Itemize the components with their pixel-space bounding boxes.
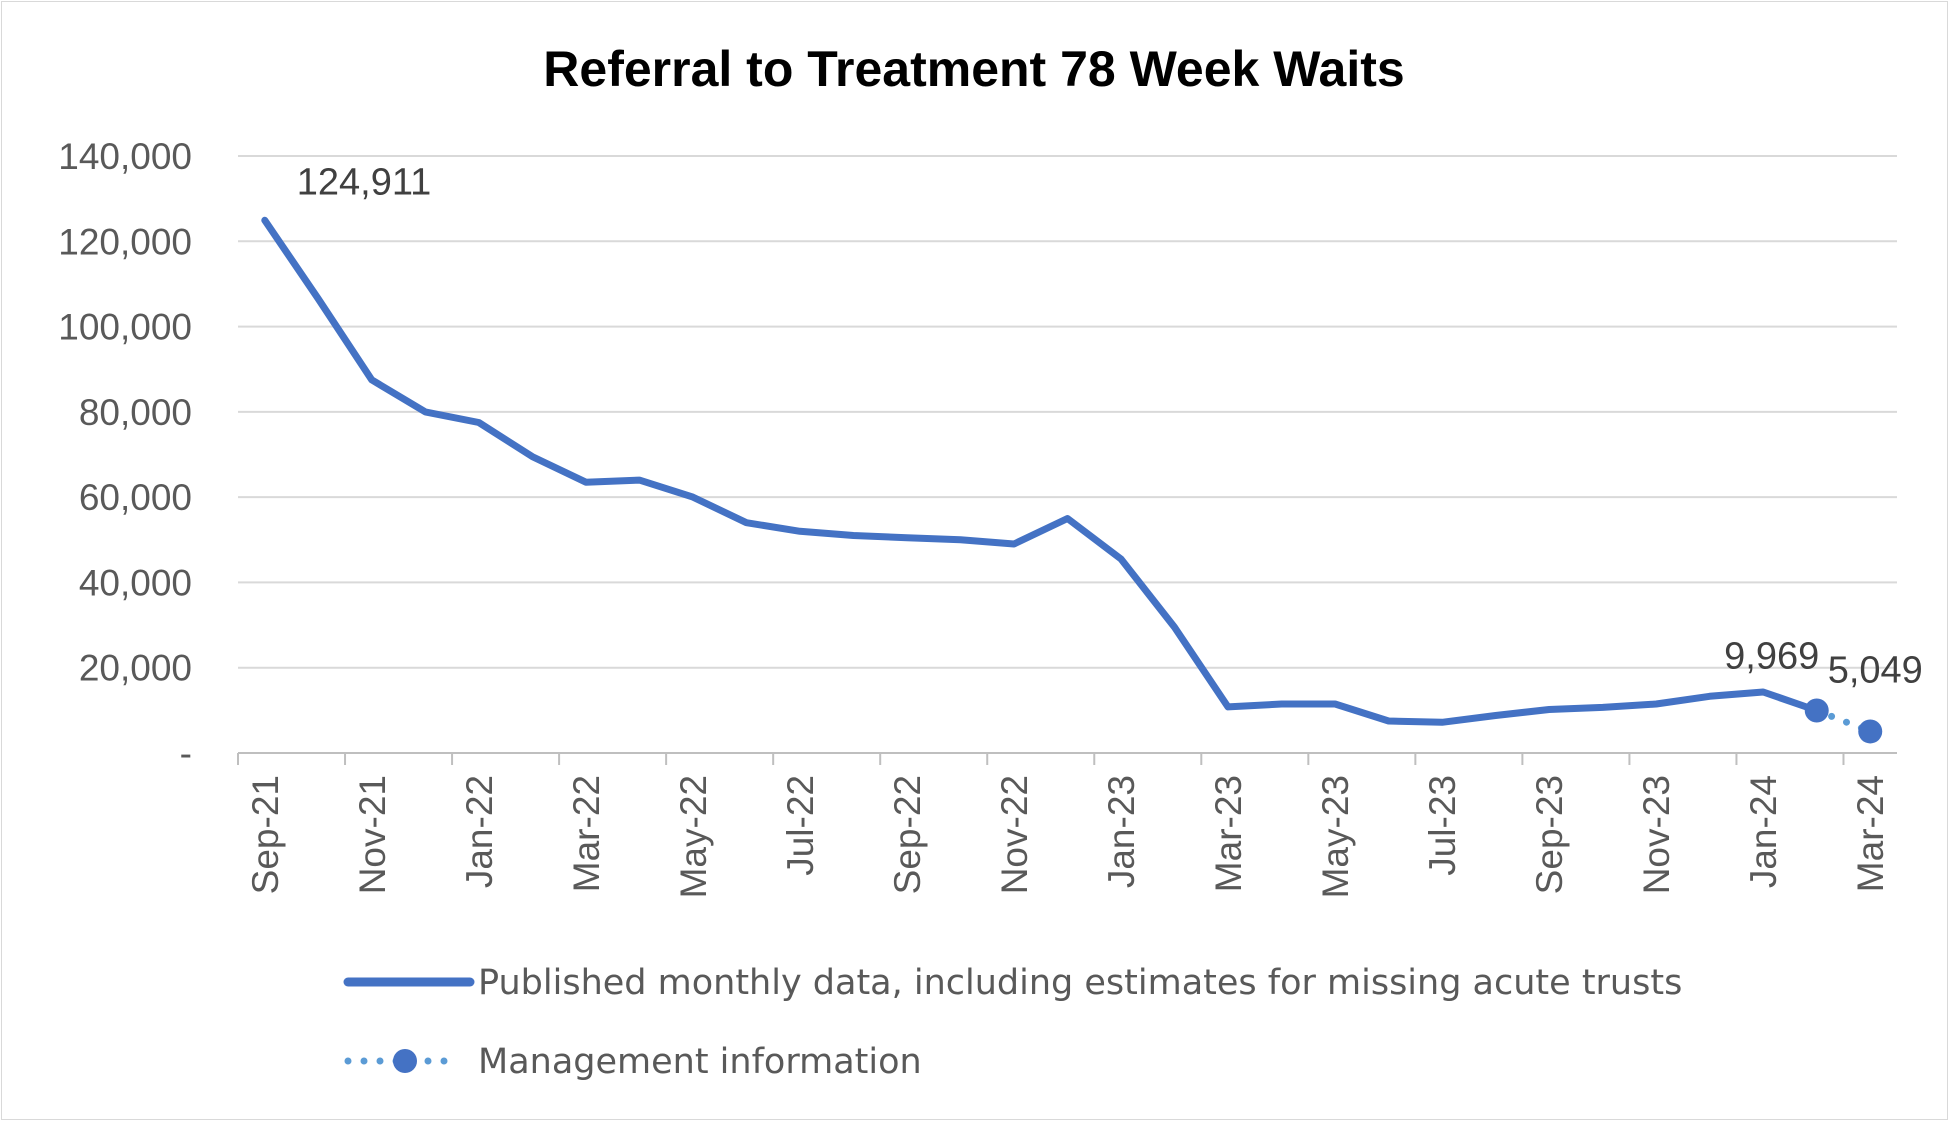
data-label-feb-24: 9,969	[1724, 635, 1819, 677]
y-tick-label: 140,000	[58, 136, 192, 177]
x-tick-label-sep-23: Sep-23	[1529, 775, 1570, 894]
x-tick-label-sep-22: Sep-22	[887, 775, 928, 894]
x-tick-label-sep-21: Sep-21	[245, 775, 286, 894]
y-axis-ticks: - 20,000 40,000 60,000 80,000 100,000 120,000 1…	[58, 136, 192, 774]
x-tick-label-nov-22: Nov-22	[994, 775, 1035, 894]
legend-marker-management	[393, 1049, 417, 1073]
legend-label-published: Published monthly data, including estima…	[478, 963, 1682, 1003]
chart-title: Referral to Treatment 78 Week Waits	[543, 41, 1404, 97]
x-tick-label-nov-23: Nov-23	[1636, 775, 1677, 894]
data-labels: 124,911 9,969 5,049	[297, 161, 1923, 691]
x-tick-label-may-22: May-22	[673, 775, 714, 898]
x-tick-label-jan-23: Jan-23	[1101, 775, 1142, 888]
x-tick-label-mar-23: Mar-23	[1208, 775, 1249, 892]
series-line-published-monthly	[261, 216, 1821, 726]
x-tick-label-jan-24: Jan-24	[1743, 775, 1784, 888]
gridlines	[238, 155, 1897, 669]
x-tick-label-jul-22: Jul-22	[780, 775, 821, 876]
series	[261, 216, 1883, 744]
data-point-feb-24	[1804, 698, 1829, 723]
data-label-sep-21: 124,911	[297, 161, 432, 203]
y-tick-label: 80,000	[79, 392, 192, 433]
y-tick-label: 20,000	[79, 648, 192, 689]
x-axis	[237, 752, 1897, 765]
x-tick-label-may-23: May-23	[1315, 775, 1356, 898]
data-label-mar-24: 5,049	[1828, 649, 1923, 691]
y-tick-label: 60,000	[79, 477, 192, 518]
legend-label-management: Management information	[478, 1042, 922, 1082]
x-tick-label-mar-22: Mar-22	[566, 775, 607, 892]
x-tick-label-jan-22: Jan-22	[459, 775, 500, 888]
y-tick-label: 40,000	[79, 562, 192, 603]
x-tick-label-nov-21: Nov-21	[352, 775, 393, 894]
x-axis-ticks: Sep-21 Nov-21 Jan-22 Mar-22 May-22 Jul-22 Sep-…	[245, 775, 1891, 898]
y-tick-label: 120,000	[58, 221, 192, 262]
data-point-mar-24	[1858, 719, 1883, 744]
legend: Published monthly data, including estima…	[343, 963, 1682, 1082]
y-tick-label: -	[180, 733, 192, 774]
x-tick-label-mar-24: Mar-24	[1850, 775, 1891, 892]
y-tick-label: 100,000	[58, 307, 192, 348]
x-tick-label-jul-23: Jul-23	[1422, 775, 1463, 876]
